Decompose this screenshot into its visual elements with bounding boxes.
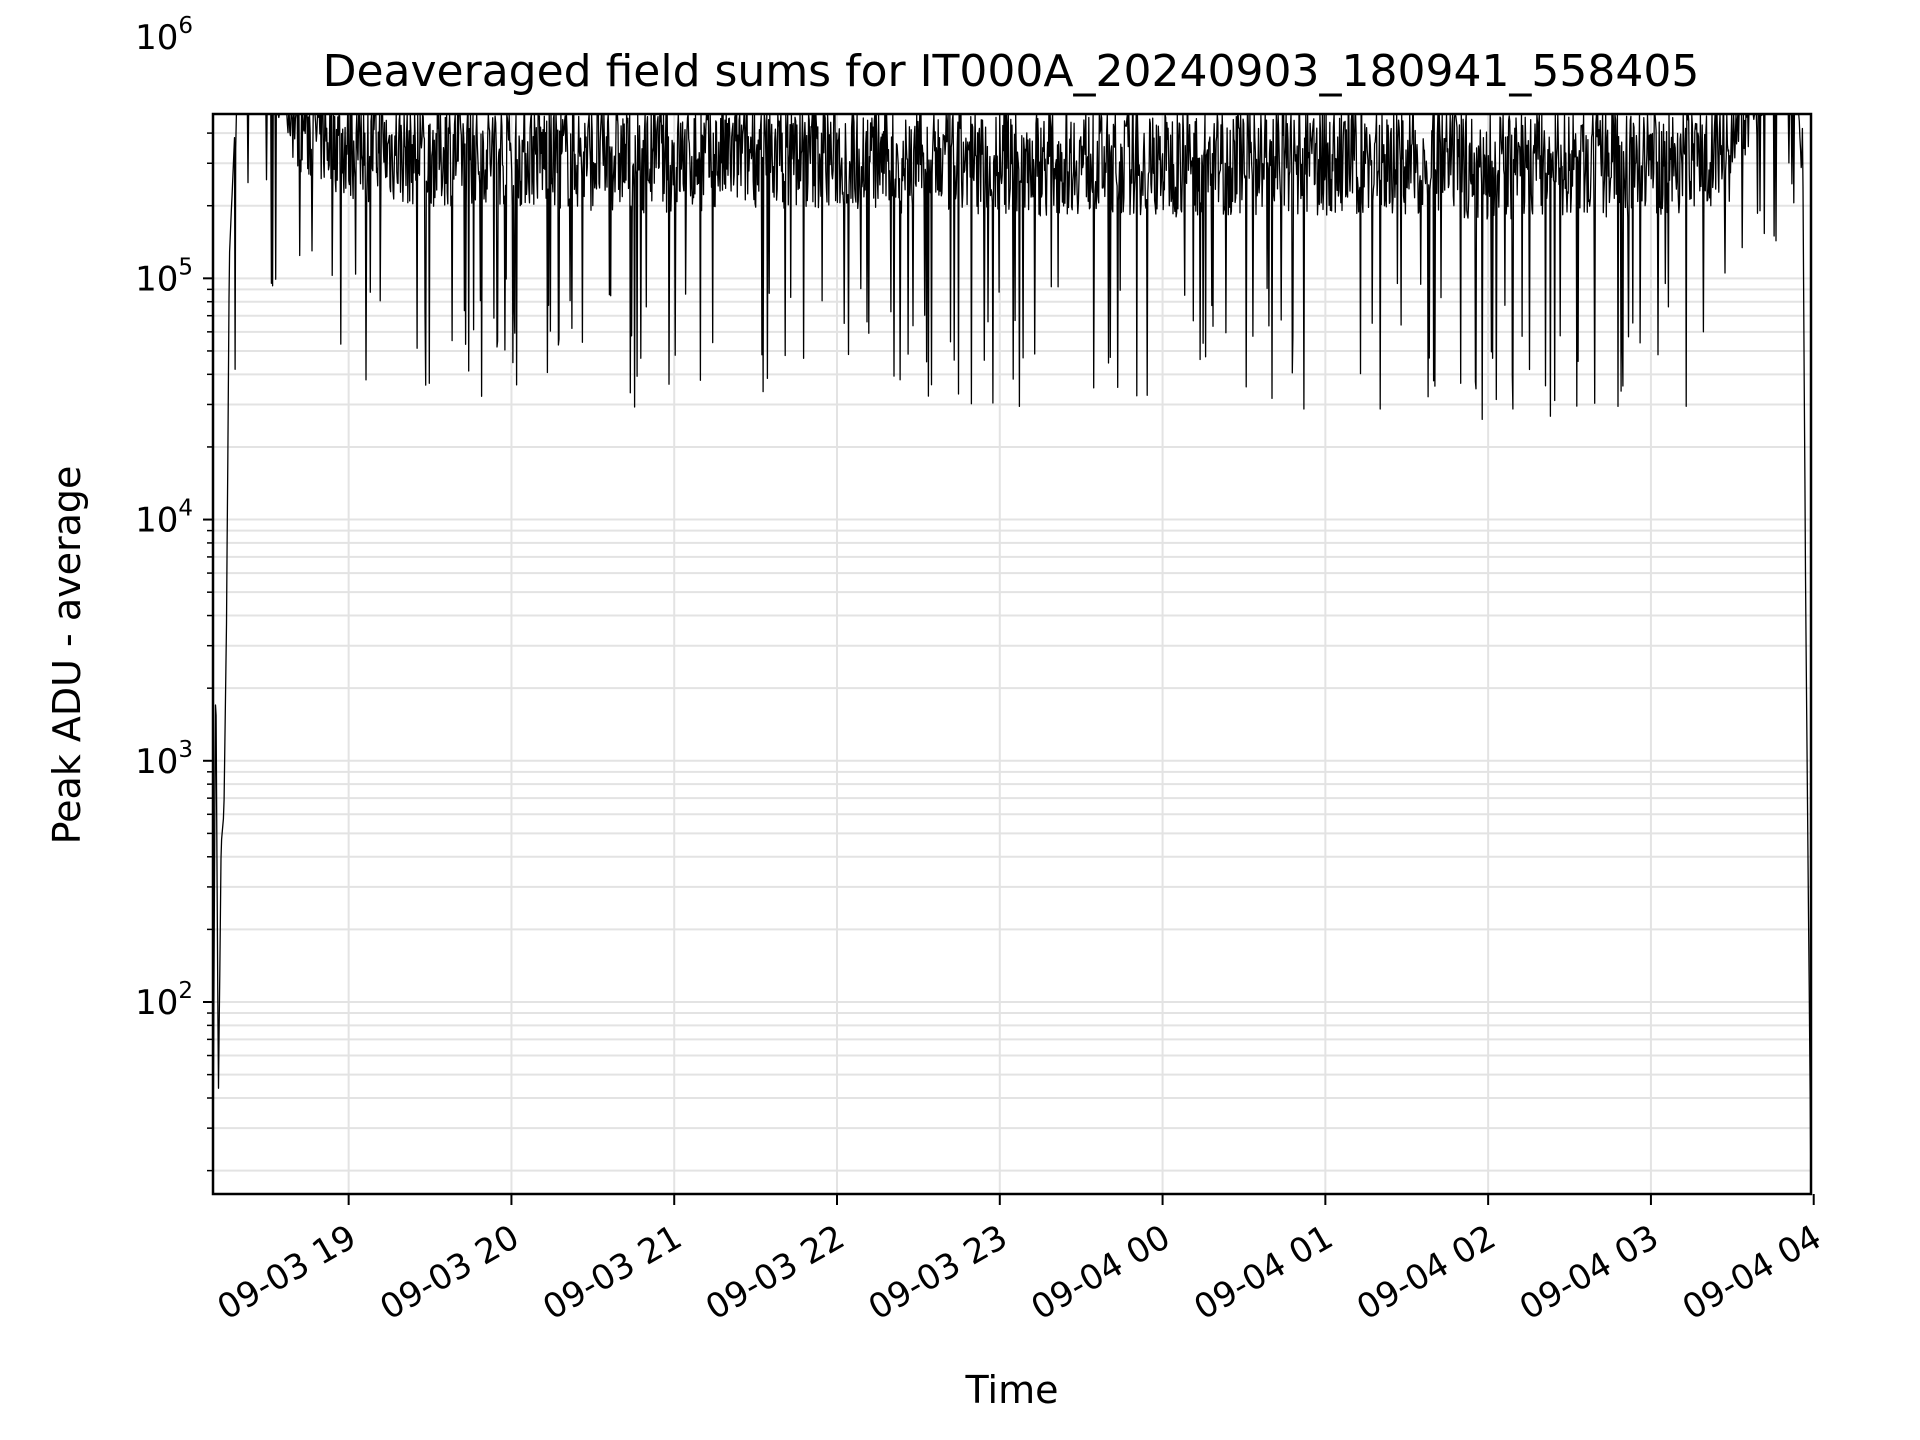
chart-title: Deaveraged field sums for IT000A_2024090… bbox=[323, 46, 1700, 97]
x-tick-label: 09-03 22 bbox=[699, 1217, 851, 1328]
x-axis-label: Time bbox=[965, 1368, 1059, 1412]
x-tick-label: 09-04 00 bbox=[1025, 1217, 1177, 1328]
plot-frame bbox=[211, 112, 1813, 1196]
x-tick-label: 09-03 21 bbox=[536, 1217, 688, 1328]
x-tick-label: 09-03 23 bbox=[862, 1217, 1014, 1328]
y-tick-label: 102 bbox=[135, 978, 193, 1023]
x-tick-label: 09-04 04 bbox=[1676, 1217, 1828, 1328]
x-tick-label: 09-04 02 bbox=[1350, 1217, 1502, 1328]
x-tick-label: 09-04 03 bbox=[1513, 1217, 1665, 1328]
line-layer bbox=[212, 113, 1812, 1195]
y-tick-label: 103 bbox=[135, 737, 193, 782]
series-line bbox=[212, 113, 1812, 1195]
y-tick-label: 106 bbox=[135, 13, 193, 58]
x-tick-label: 09-03 19 bbox=[211, 1217, 363, 1328]
x-tick-label: 09-03 20 bbox=[374, 1217, 526, 1328]
y-axis-label: Peak ADU - average bbox=[45, 466, 89, 845]
y-tick-label: 104 bbox=[135, 496, 193, 541]
x-tick-label: 09-04 01 bbox=[1187, 1217, 1339, 1328]
y-tick-label: 105 bbox=[135, 254, 193, 299]
